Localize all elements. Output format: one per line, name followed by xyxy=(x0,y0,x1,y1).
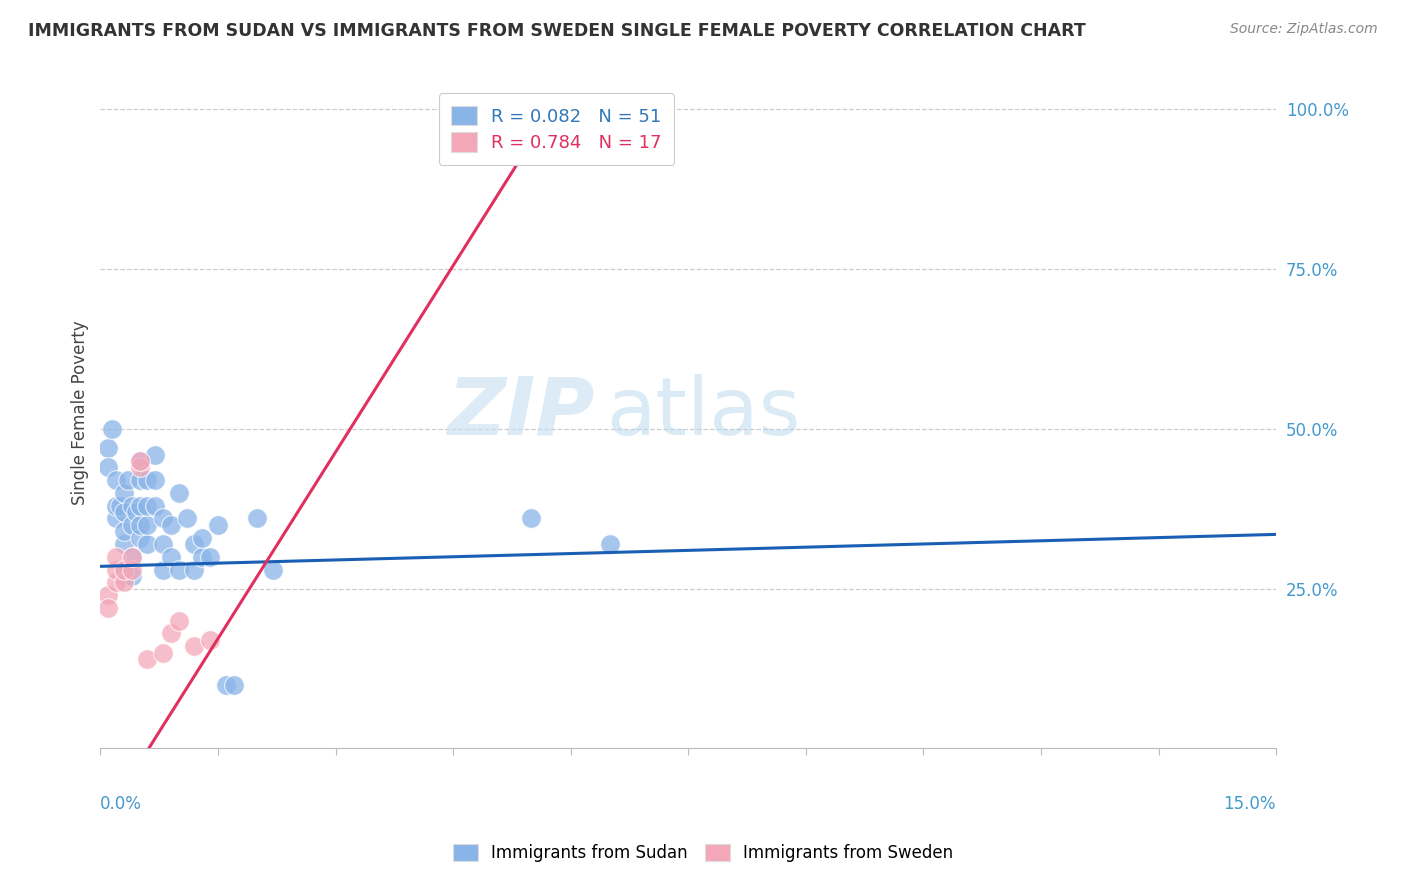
Point xyxy=(112,486,135,500)
Text: IMMIGRANTS FROM SUDAN VS IMMIGRANTS FROM SWEDEN SINGLE FEMALE POVERTY CORRELATIO: IMMIGRANTS FROM SUDAN VS IMMIGRANTS FROM… xyxy=(28,22,1085,40)
Point xyxy=(167,562,190,576)
Point xyxy=(121,517,143,532)
Text: 15.0%: 15.0% xyxy=(1223,796,1277,814)
Point xyxy=(198,632,221,647)
Point xyxy=(215,677,238,691)
Point xyxy=(160,626,183,640)
Point xyxy=(105,473,128,487)
Point xyxy=(105,499,128,513)
Point xyxy=(128,454,150,468)
Point xyxy=(112,562,135,576)
Point xyxy=(207,517,229,532)
Point xyxy=(128,517,150,532)
Point xyxy=(105,511,128,525)
Point xyxy=(128,531,150,545)
Point xyxy=(112,562,135,576)
Point xyxy=(97,441,120,455)
Point xyxy=(105,575,128,590)
Point xyxy=(128,454,150,468)
Y-axis label: Single Female Poverty: Single Female Poverty xyxy=(72,320,89,505)
Point xyxy=(152,562,174,576)
Point xyxy=(246,511,269,525)
Point xyxy=(97,600,120,615)
Point xyxy=(121,549,143,564)
Point xyxy=(128,473,150,487)
Point xyxy=(128,460,150,475)
Point xyxy=(105,562,128,576)
Point xyxy=(599,537,621,551)
Point xyxy=(183,639,205,653)
Point xyxy=(121,562,143,576)
Point xyxy=(152,511,174,525)
Legend: R = 0.082   N = 51, R = 0.784   N = 17: R = 0.082 N = 51, R = 0.784 N = 17 xyxy=(439,93,673,164)
Point xyxy=(136,499,159,513)
Point xyxy=(198,549,221,564)
Point xyxy=(136,652,159,666)
Point xyxy=(160,549,183,564)
Point xyxy=(143,448,166,462)
Point xyxy=(101,422,124,436)
Point xyxy=(183,537,205,551)
Point xyxy=(121,499,143,513)
Text: Source: ZipAtlas.com: Source: ZipAtlas.com xyxy=(1230,22,1378,37)
Point xyxy=(128,499,150,513)
Point xyxy=(121,569,143,583)
Point xyxy=(152,646,174,660)
Point xyxy=(121,549,143,564)
Point xyxy=(136,517,159,532)
Legend: Immigrants from Sudan, Immigrants from Sweden: Immigrants from Sudan, Immigrants from S… xyxy=(444,836,962,871)
Point xyxy=(112,524,135,539)
Point xyxy=(152,537,174,551)
Point xyxy=(520,511,543,525)
Text: atlas: atlas xyxy=(606,374,800,452)
Point xyxy=(176,511,198,525)
Point xyxy=(117,473,139,487)
Point xyxy=(183,562,205,576)
Text: 0.0%: 0.0% xyxy=(100,796,142,814)
Point xyxy=(167,486,190,500)
Point xyxy=(124,505,146,519)
Point xyxy=(97,460,120,475)
Point xyxy=(143,473,166,487)
Point xyxy=(105,549,128,564)
Point xyxy=(191,549,214,564)
Point xyxy=(112,575,135,590)
Point xyxy=(191,531,214,545)
Point xyxy=(160,517,183,532)
Point xyxy=(112,569,135,583)
Point xyxy=(262,562,284,576)
Point xyxy=(222,677,245,691)
Point xyxy=(108,499,131,513)
Point xyxy=(136,537,159,551)
Point xyxy=(143,499,166,513)
Point xyxy=(167,614,190,628)
Point xyxy=(97,588,120,602)
Point xyxy=(136,473,159,487)
Point xyxy=(112,505,135,519)
Point xyxy=(112,537,135,551)
Text: ZIP: ZIP xyxy=(447,374,595,452)
